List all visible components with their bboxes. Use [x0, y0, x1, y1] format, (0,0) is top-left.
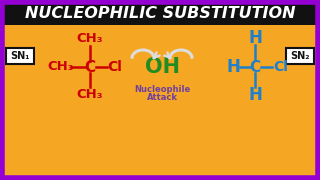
Text: CH₃: CH₃: [77, 89, 103, 102]
Text: H: H: [226, 58, 240, 76]
Text: C: C: [249, 60, 260, 75]
Text: Nucleophile: Nucleophile: [134, 84, 190, 93]
Text: NUCLEOPHILIC SUBSTITUTION: NUCLEOPHILIC SUBSTITUTION: [25, 6, 295, 21]
Text: C: C: [84, 60, 96, 75]
Text: Attack: Attack: [147, 93, 178, 102]
FancyBboxPatch shape: [6, 48, 34, 64]
Text: CH₃: CH₃: [48, 60, 74, 73]
Text: SN₂: SN₂: [290, 51, 310, 61]
Text: Cl: Cl: [274, 60, 288, 74]
Text: Cl: Cl: [108, 60, 123, 74]
Text: SN₁: SN₁: [10, 51, 30, 61]
Text: CH₃: CH₃: [77, 31, 103, 44]
Bar: [2, 2, 318, 25]
Text: OH: OH: [145, 57, 180, 77]
Text: H: H: [248, 86, 262, 104]
Text: H: H: [248, 29, 262, 47]
FancyBboxPatch shape: [286, 48, 314, 64]
